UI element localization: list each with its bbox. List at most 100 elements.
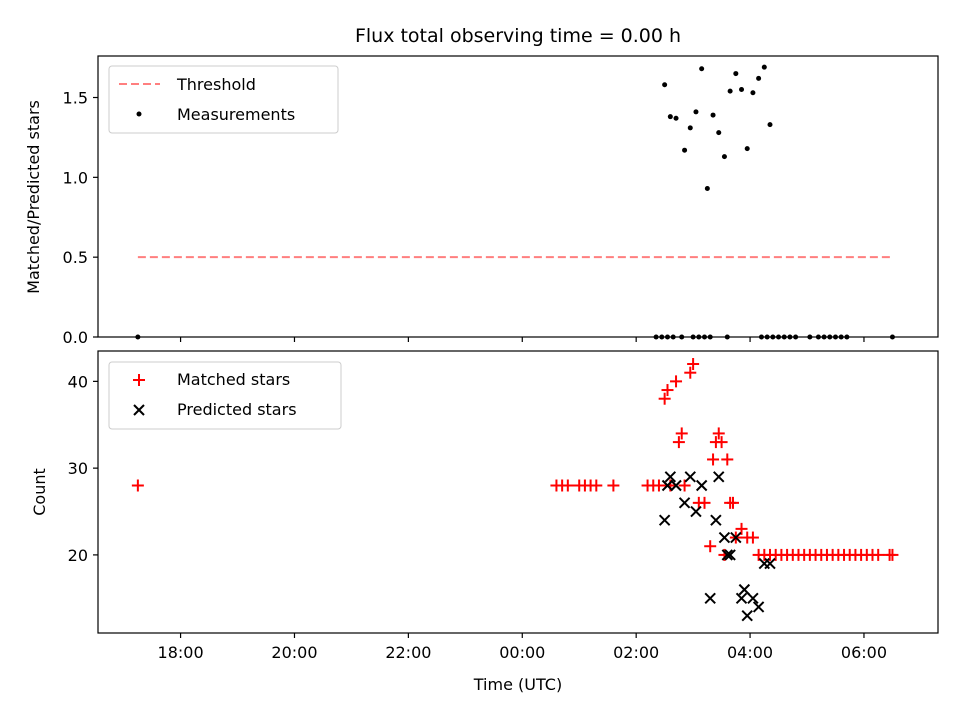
matched-point [687, 358, 700, 371]
predicted-point [724, 549, 736, 561]
measurement-point [693, 109, 699, 115]
ratio-y-tick-label: 0.0 [63, 328, 88, 347]
matched-point [590, 479, 603, 492]
chart-title: Flux total observing time = 0.00 h [355, 25, 681, 47]
measurement-point [687, 125, 693, 131]
count-y-tick-label: 30 [68, 459, 88, 478]
measurement-point [767, 122, 773, 128]
matched-point [715, 436, 728, 449]
predicted-point [664, 471, 677, 483]
x-tick-label: 06:00 [841, 643, 887, 662]
matched-point [607, 479, 620, 492]
matched-point [707, 453, 720, 466]
measurement-point [750, 90, 756, 96]
ratio-y-tick-label: 1.5 [63, 89, 88, 108]
measurement-point [710, 112, 716, 118]
matched-point [561, 479, 574, 492]
matched-point [675, 427, 688, 440]
x-tick-label: 04:00 [727, 643, 773, 662]
predicted-point [678, 497, 691, 509]
legend-predicted-label: Predicted stars [177, 400, 297, 419]
x-axis-label: Time (UTC) [473, 675, 562, 694]
legend-matched-swatch [133, 374, 145, 386]
predicted-point [661, 479, 674, 492]
measurement-point [739, 87, 745, 93]
matched-point [886, 548, 899, 561]
x-tick-label: 20:00 [271, 643, 317, 662]
matched-point [704, 540, 717, 553]
predicted-point [710, 514, 722, 526]
ratio-y-axis-label: Matched/Predicted stars [24, 100, 43, 294]
measurement-point [744, 146, 750, 152]
predicted-point [738, 583, 751, 596]
measurement-point [756, 75, 762, 81]
legend-measurements-swatch [136, 111, 142, 117]
matched-point [672, 436, 685, 449]
predicted-point [695, 479, 708, 492]
matched-point [721, 453, 734, 466]
measurement-point [721, 154, 727, 160]
x-tick-label: 00:00 [499, 643, 545, 662]
count-marks [131, 358, 899, 622]
matched-point [131, 479, 144, 492]
legend-threshold-label: Threshold [176, 75, 256, 94]
count-panel: 20 30 40 18:00 20:00 22:00 00:00 02:00 04:00 06:0… [30, 350, 939, 694]
matched-point [678, 479, 691, 492]
predicted-point [670, 479, 682, 492]
x-tick-label: 22:00 [385, 643, 431, 662]
predicted-point [747, 592, 759, 604]
measurement-point [667, 114, 673, 120]
measurement-point [699, 66, 705, 72]
ratio-legend: Threshold Measurements [108, 65, 339, 134]
count-y-tick-label: 20 [68, 546, 88, 565]
legend-matched-label: Matched stars [177, 370, 290, 389]
matched-point [872, 548, 885, 561]
measurement-point [682, 147, 688, 153]
matched-point [658, 392, 671, 405]
measurement-point [673, 115, 679, 121]
matched-point [735, 522, 748, 535]
matched-point [670, 375, 683, 388]
predicted-point [752, 601, 765, 613]
predicted-point [735, 592, 748, 604]
predicted-point [764, 557, 776, 570]
ratio-y-tick-label: 0.5 [63, 248, 88, 267]
measurement-point [727, 88, 733, 94]
predicted-point [713, 471, 725, 483]
predicted-point [690, 505, 702, 518]
matched-point [652, 479, 665, 492]
measurement-point [761, 64, 767, 70]
measurement-point [733, 71, 739, 77]
predicted-point [730, 531, 742, 544]
matched-point [726, 496, 739, 509]
count-legend-box [108, 361, 342, 430]
count-legend: Matched stars Predicted stars [108, 361, 342, 430]
measurement-point [704, 186, 710, 192]
count-plot-frame [97, 350, 939, 634]
legend-measurements-label: Measurements [177, 105, 295, 124]
predicted-point [658, 514, 671, 526]
matched-point [712, 427, 725, 440]
ratio-legend-box [108, 65, 339, 134]
predicted-point [721, 549, 733, 561]
count-y-tick-label: 40 [68, 372, 88, 391]
measurement-point [662, 82, 668, 88]
ratio-axes: 0.0 0.5 1.0 1.5 [63, 89, 865, 347]
measurement-point [716, 130, 722, 136]
matched-point [746, 531, 759, 544]
matched-point [661, 384, 674, 397]
x-tick-label: 18:00 [158, 643, 204, 662]
predicted-point [704, 592, 716, 604]
matched-point [684, 366, 697, 379]
predicted-point [718, 531, 731, 544]
ratio-panel: 0.0 0.5 1.0 1.5 Matched/Predicted stars Thr… [24, 55, 939, 347]
ratio-plot-frame [97, 55, 939, 338]
ratio-y-tick-label: 1.0 [63, 168, 88, 187]
predicted-point [684, 471, 696, 483]
matched-point [698, 496, 711, 509]
count-axes: 20 30 40 18:00 20:00 22:00 00:00 02:00 04:00 06:0… [68, 372, 887, 662]
x-tick-label: 02:00 [613, 643, 659, 662]
count-y-axis-label: Count [30, 468, 49, 516]
legend-predicted-swatch [133, 404, 145, 416]
